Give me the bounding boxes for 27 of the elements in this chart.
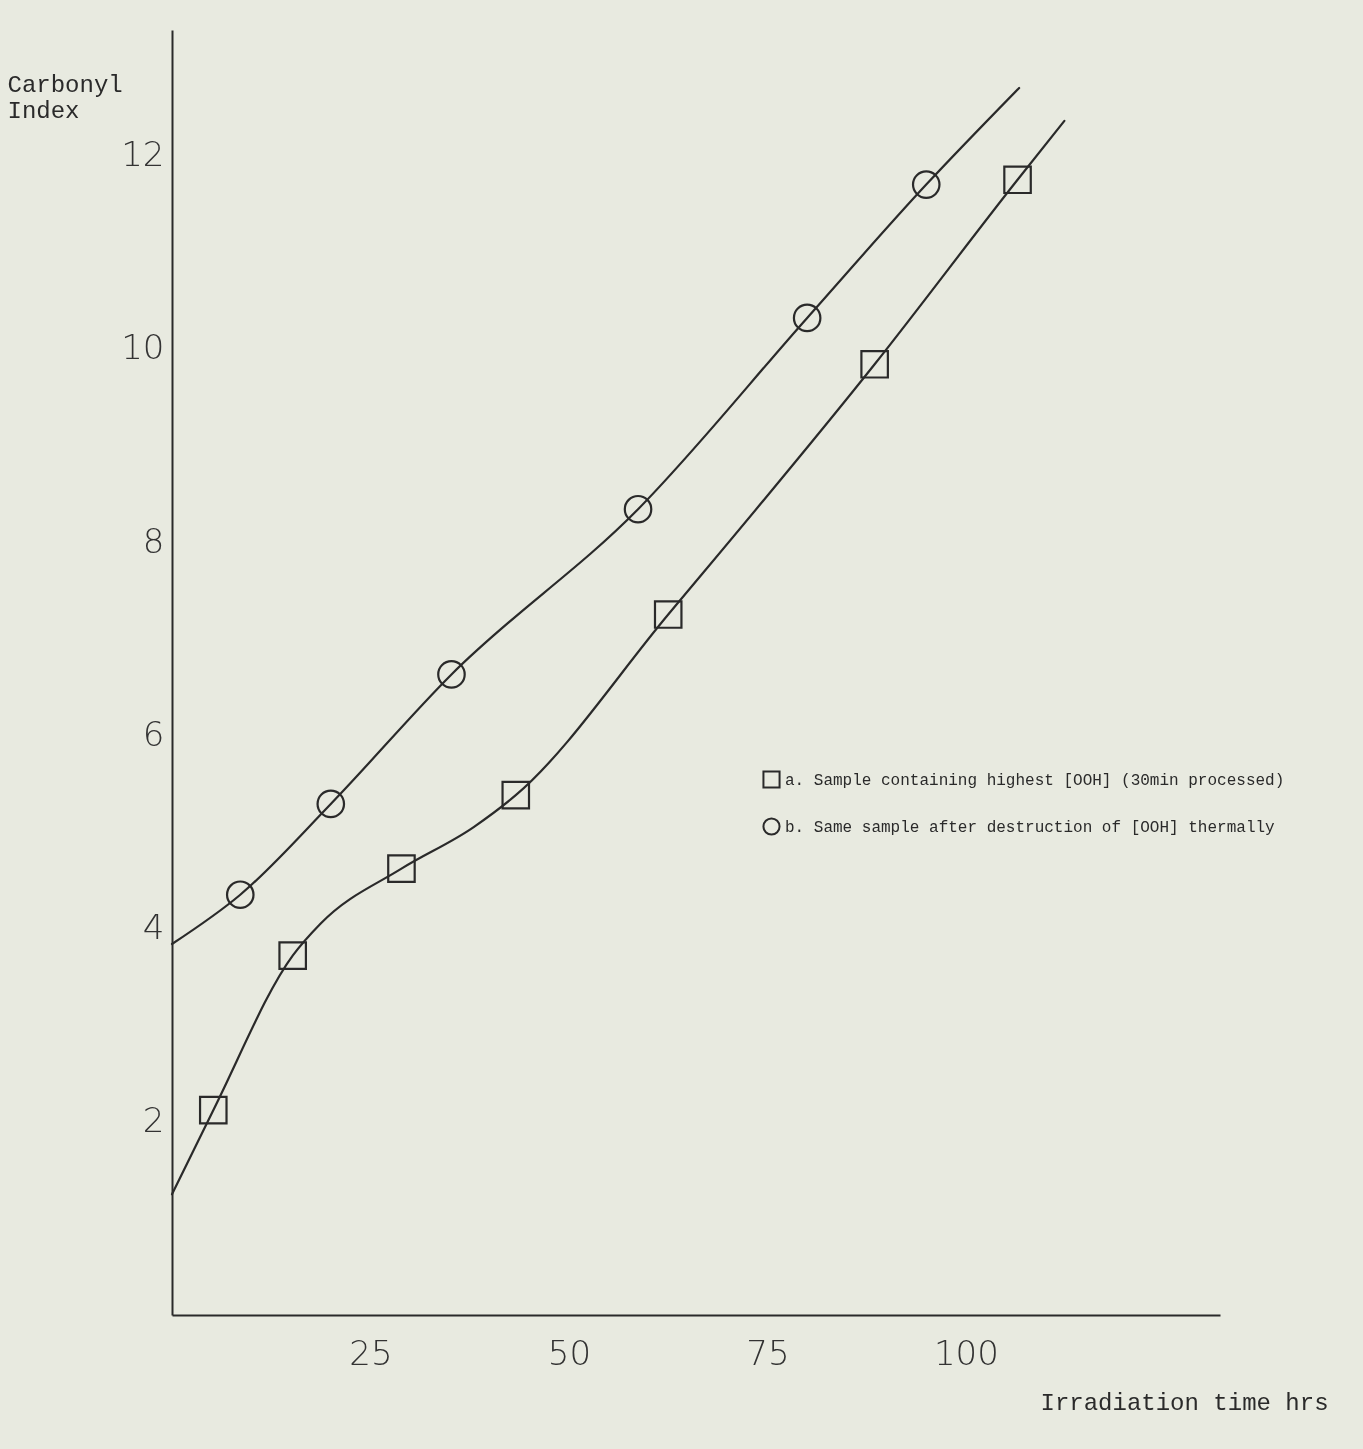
- y-tick-label: 12: [121, 134, 165, 175]
- y-axis-title: Carbonyl Index: [7, 71, 123, 125]
- point: [653, 600, 683, 629]
- x-tick-label: 100: [933, 1332, 999, 1373]
- x-tick-label: 75: [746, 1332, 790, 1373]
- point: [860, 349, 889, 379]
- x-tick-label: 50: [547, 1332, 592, 1373]
- point: [198, 1095, 228, 1125]
- point: [316, 789, 346, 819]
- point: [911, 170, 941, 199]
- legend-label: b. Same sample after destruction of [OOH] thermally: [785, 818, 1276, 837]
- point: [792, 303, 822, 333]
- x-tick-label: 25: [349, 1332, 393, 1373]
- point: [225, 880, 255, 910]
- y-tick-label: 6: [142, 713, 165, 754]
- point: [501, 780, 531, 810]
- legend-label: a. Sample containing highest [OOH] (30min processed): [785, 771, 1285, 790]
- point: [278, 941, 308, 970]
- point: [1003, 165, 1032, 195]
- x-axis-title: Irradiation time hrs: [1040, 1389, 1329, 1417]
- y-tick-label: 10: [121, 327, 165, 368]
- point: [623, 494, 653, 524]
- y-tick-label: 8: [142, 520, 165, 561]
- y-tick-label: 4: [142, 907, 165, 948]
- point: [387, 854, 416, 883]
- y-tick-label: 2: [142, 1100, 165, 1141]
- point: [437, 660, 466, 689]
